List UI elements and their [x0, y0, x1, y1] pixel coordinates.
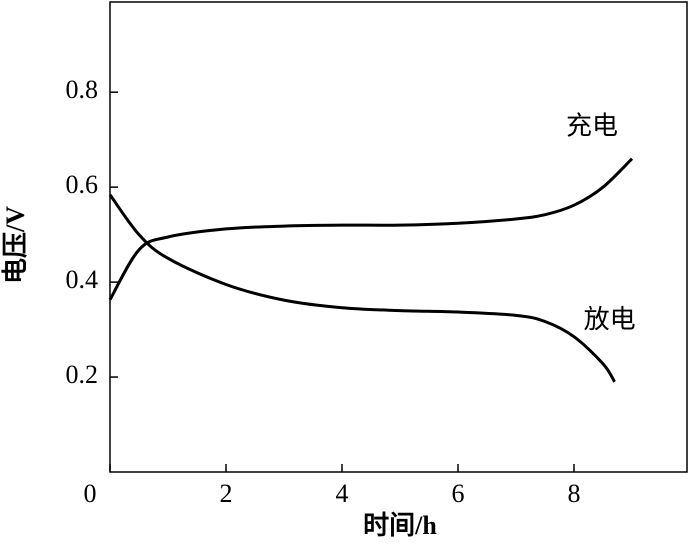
x-axis-label: 时间/h — [363, 511, 437, 540]
plot-frame — [109, 1, 688, 473]
y-tick-label: 0.6 — [66, 170, 99, 199]
x-tick-label: 8 — [568, 479, 581, 508]
series-label: 充电 — [566, 112, 618, 141]
y-tick-label: 0.4 — [66, 265, 99, 294]
x-tick-label: 0 — [84, 479, 97, 508]
series-label: 放电 — [584, 305, 636, 334]
line-series — [108, 193, 616, 383]
line-series — [108, 157, 634, 301]
y-tick-label: 0.8 — [66, 75, 99, 104]
x-tick-label: 2 — [220, 479, 233, 508]
x-tick-label: 6 — [452, 479, 465, 508]
y-axis-label: 电压/V — [1, 206, 30, 284]
y-tick-label: 0.2 — [66, 360, 99, 389]
x-tick-label: 4 — [336, 479, 349, 508]
